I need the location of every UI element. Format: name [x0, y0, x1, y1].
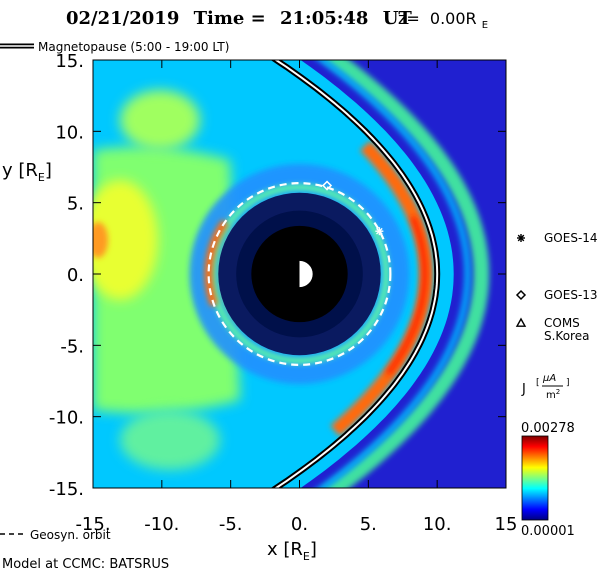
magnetopause-legend: Magnetopause (5:00 - 19:00 LT): [0, 40, 229, 54]
geosync-legend-label: Geosyn. orbit: [30, 528, 111, 542]
x-tick-label: -5.: [219, 514, 243, 535]
lower-left-green: [120, 410, 220, 470]
satellite-legend-item: GOES-13: [515, 288, 598, 302]
y-tick-label: -15.: [49, 479, 84, 500]
plot-area: [93, 60, 506, 488]
colorbar: J [ μA m2 ] 0.00278 0.00001: [521, 373, 575, 539]
x-tick-label: 5.: [360, 514, 377, 535]
y-axis-ticks: 15. 10. 5. 0. -5. -10. -15.: [49, 51, 506, 500]
y-tick-label: 5.: [67, 194, 84, 215]
asterisk-icon: [517, 234, 525, 242]
y-tick-label: 10.: [55, 122, 84, 143]
x-tick-label: 10.: [423, 514, 452, 535]
dayside-current-core: [385, 215, 428, 376]
title-z-label: z=: [398, 9, 420, 28]
x-tick-label: 0.: [291, 514, 308, 535]
nightside-yellow-region: [93, 180, 158, 300]
chart-title: 02/21/2019 Time = 21:05:48 UT: [66, 8, 412, 29]
ring-current-outer: [189, 164, 410, 384]
x-tick-label: -15.: [75, 514, 110, 535]
triangle-icon: [515, 317, 527, 327]
x-tick-label: -10.: [144, 514, 179, 535]
satellite-legend: GOES-14 GOES-13 COMS S.Korea: [515, 231, 598, 343]
title-z: z= 0.00R E: [398, 9, 488, 31]
x-axis-label-sub: E: [303, 550, 310, 563]
earth-icon: [285, 259, 314, 289]
colorbar-bar: [521, 435, 549, 521]
satellite-marker-goes-14: [375, 227, 384, 236]
colorbar-max-label: 0.00278: [521, 421, 575, 436]
x-axis-label-end: ]: [310, 539, 317, 560]
satellite-legend-label: GOES-14: [544, 231, 598, 245]
magnetopause-curve: [274, 60, 439, 488]
title-z-value: 0.00R: [430, 9, 477, 28]
title-time-value: 21:05:48: [280, 8, 368, 29]
colorbar-unit-den: m2: [546, 388, 560, 401]
y-axis-label-text: y [R: [2, 160, 38, 181]
title-date: 02/21/2019: [66, 8, 179, 29]
ring-current-green: [209, 184, 390, 364]
y-tick-label: -5.: [60, 336, 84, 357]
y-axis-label-sub: E: [38, 171, 45, 184]
colorbar-min-label: 0.00001: [521, 524, 575, 539]
y-tick-label: -10.: [49, 408, 84, 429]
y-axis-label-end: ]: [45, 160, 52, 181]
bow-shock-band-outer: [322, 60, 490, 488]
model-credit: Model at CCMC: BATSRUS: [2, 557, 169, 572]
nightside-orange-spot: [93, 222, 108, 258]
bow-shock-band-mid: [317, 60, 471, 488]
satellite-legend-label: COMS S.Korea: [544, 316, 589, 343]
geosync-orbit: [207, 182, 392, 366]
title-time-unit: UT: [383, 8, 413, 29]
title-time-label: Time =: [194, 8, 266, 29]
x-axis-label-text: x [R: [267, 539, 303, 560]
geosync-legend: Geosyn. orbit: [0, 528, 111, 542]
colorbar-unit-num: μA: [542, 373, 556, 384]
colorbar-label-bracket-open: [: [536, 378, 540, 388]
y-tick-label: 15.: [55, 51, 84, 72]
colorbar-label: J: [521, 382, 526, 397]
y-axis-label: y [RE]: [2, 160, 52, 184]
colorbar-label-bracket-close: ]: [566, 378, 570, 388]
upper-left-green: [120, 90, 200, 150]
nightside-red-arc: [204, 219, 229, 307]
satellite-markers: [321, 180, 384, 236]
satellite-marker-goes-13: [321, 180, 333, 191]
y-tick-label: 0.: [67, 265, 84, 286]
diamond-icon: [515, 289, 527, 301]
x-tick-label: 15: [495, 514, 518, 535]
title-z-sub: E: [482, 20, 488, 31]
satellite-legend-item: GOES-14: [517, 231, 598, 245]
x-axis-ticks: -15. -10. -5. 0. 5. 10. 15: [75, 60, 517, 535]
satellite-legend-label: GOES-13: [544, 288, 598, 302]
x-axis-label: x [RE]: [267, 539, 317, 563]
magnetopause-legend-label: Magnetopause (5:00 - 19:00 LT): [38, 40, 229, 54]
solar-wind-region: [300, 60, 506, 488]
satellite-legend-item: COMS S.Korea: [515, 316, 589, 343]
